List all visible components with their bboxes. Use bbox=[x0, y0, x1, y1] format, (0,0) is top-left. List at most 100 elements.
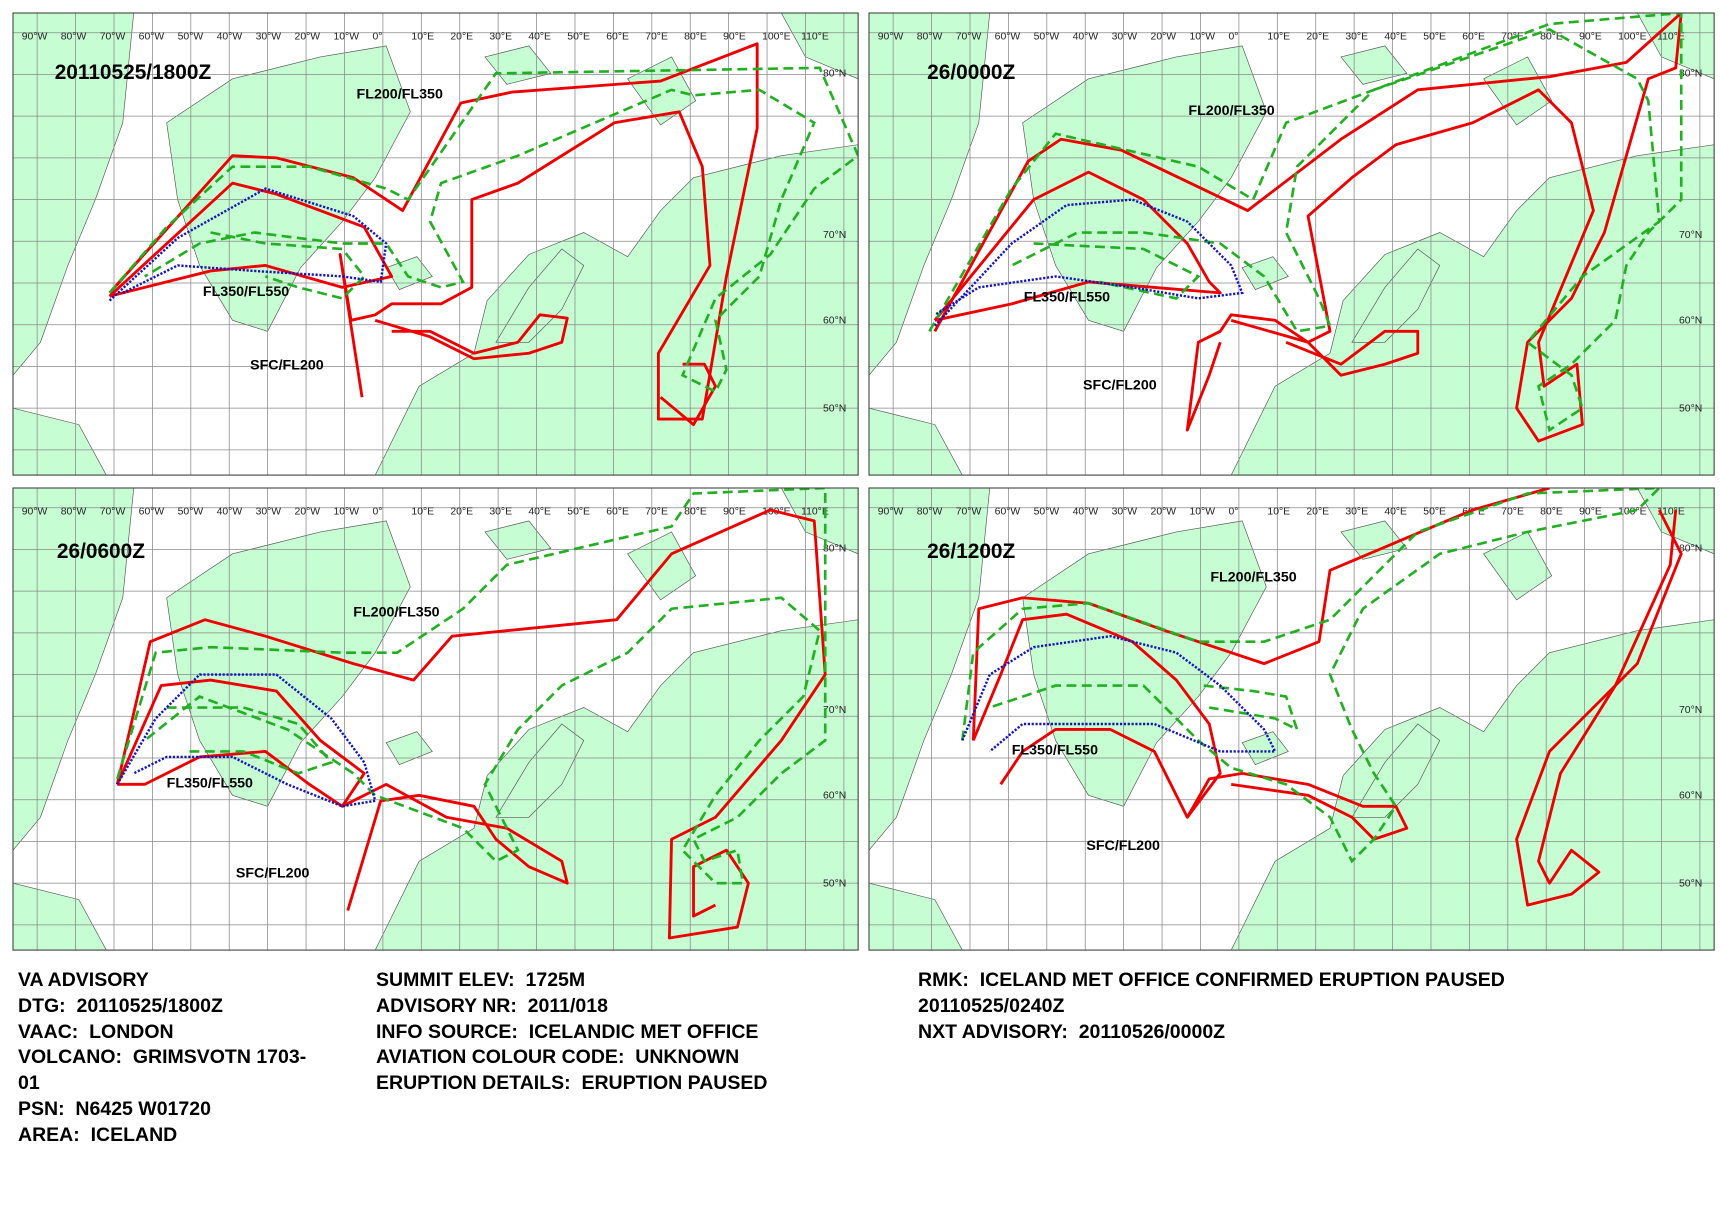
longitude-label: 40°W bbox=[1073, 31, 1099, 42]
latitude-label: 50°N bbox=[1679, 403, 1702, 414]
longitude-label: 70°W bbox=[100, 506, 126, 517]
ash-contour bbox=[374, 313, 569, 361]
layer-label: SFC/FL200 bbox=[1083, 377, 1157, 393]
ash-contour bbox=[116, 488, 827, 885]
ash-contour bbox=[933, 170, 1222, 322]
latitude-label: 80°N bbox=[823, 69, 846, 80]
ash-contour bbox=[1186, 771, 1409, 841]
longitude-label: 110°E bbox=[1657, 31, 1685, 42]
layer-label: FL200/FL350 bbox=[1188, 103, 1274, 119]
longitude-label: 10°E bbox=[411, 506, 434, 517]
longitude-label: 20°W bbox=[1151, 31, 1177, 42]
longitude-label: 50°E bbox=[567, 506, 590, 517]
longitude-label: 40°W bbox=[1073, 506, 1099, 517]
longitude-label: 40°W bbox=[217, 506, 243, 517]
layer-label: FL200/FL350 bbox=[357, 87, 443, 103]
longitude-label: 110°E bbox=[1657, 506, 1685, 517]
longitude-label: 10°W bbox=[333, 506, 359, 517]
longitude-label: 20°W bbox=[1151, 506, 1177, 517]
longitude-label: 90°W bbox=[22, 506, 48, 517]
ash-contour bbox=[115, 678, 366, 808]
graticule: 90°W 80°W 70°W 60°W 50°W 40°W 30°W 20°W 10°W 0° 10… bbox=[13, 13, 859, 476]
longitude-label: 70°W bbox=[956, 31, 982, 42]
advisory-line: VOLCANO: GRIMSVOTN 1703- bbox=[18, 1046, 307, 1069]
layer-label: FL350/FL550 bbox=[1024, 290, 1110, 306]
map-panel: 90°W 80°W 70°W 60°W 50°W 40°W 30°W 20°W 10°W 0° 10… bbox=[12, 487, 859, 951]
panel-frame bbox=[12, 12, 859, 476]
longitude-label: 50°E bbox=[1423, 31, 1446, 42]
longitude-label: 60°W bbox=[995, 31, 1021, 42]
longitude-label: 60°E bbox=[606, 31, 629, 42]
map-panels: 90°W 80°W 70°W 60°W 50°W 40°W 30°W 20°W 10°W 0° 10… bbox=[12, 12, 1715, 951]
longitude-label: 30°W bbox=[256, 31, 282, 42]
advisory-line: AVIATION COLOUR CODE: UNKNOWN bbox=[376, 1046, 740, 1069]
ash-contour bbox=[166, 706, 334, 775]
longitude-label: 10°W bbox=[333, 31, 359, 42]
longitude-label: 10°W bbox=[1189, 506, 1215, 517]
ash-contour bbox=[1033, 242, 1201, 300]
longitude-label: 100°E bbox=[762, 31, 791, 42]
graticule: 90°W 80°W 70°W 60°W 50°W 40°W 30°W 20°W 10°W 0° 10… bbox=[13, 488, 859, 951]
longitude-label: 60°W bbox=[139, 31, 165, 42]
layer-label: FL350/FL550 bbox=[167, 776, 253, 792]
latitude-label: 60°N bbox=[1679, 791, 1702, 802]
panel-frame bbox=[12, 487, 859, 951]
ash-contour bbox=[108, 181, 394, 298]
longitude-label: 80°W bbox=[61, 506, 87, 517]
longitude-label: 30°E bbox=[489, 31, 512, 42]
latitude-label: 80°N bbox=[1679, 544, 1702, 555]
longitude-label: 0° bbox=[372, 31, 382, 42]
longitude-label: 0° bbox=[372, 506, 382, 517]
longitude-label: 60°E bbox=[1462, 31, 1485, 42]
ash-contour bbox=[971, 612, 1222, 819]
longitude-label: 80°W bbox=[61, 31, 87, 42]
longitude-label: 60°E bbox=[606, 506, 629, 517]
longitude-label: 40°W bbox=[217, 31, 243, 42]
longitude-label: 0° bbox=[1228, 506, 1238, 517]
advisory-line: VAAC: LONDON bbox=[18, 1020, 174, 1043]
longitude-label: 10°E bbox=[1267, 31, 1290, 42]
longitude-label: 90°E bbox=[1579, 506, 1602, 517]
longitude-label: 30°W bbox=[256, 506, 282, 517]
ash-contour bbox=[1230, 318, 1420, 377]
longitude-label: 50°W bbox=[178, 31, 204, 42]
latitude-label: 70°N bbox=[1679, 230, 1702, 241]
longitude-label: 10°E bbox=[411, 31, 434, 42]
advisory-line: NXT ADVISORY: 20110526/0000Z bbox=[918, 1020, 1226, 1043]
longitude-label: 30°E bbox=[489, 506, 512, 517]
longitude-label: 20°E bbox=[450, 506, 473, 517]
longitude-label: 80°E bbox=[684, 506, 707, 517]
longitude-label: 10°E bbox=[1267, 506, 1290, 517]
longitude-label: 60°W bbox=[995, 506, 1021, 517]
layer-label: SFC/FL200 bbox=[1086, 838, 1160, 854]
advisory-line: DTG: 20110525/1800Z bbox=[18, 994, 223, 1017]
ash-contour bbox=[108, 66, 859, 394]
longitude-label: 100°E bbox=[1618, 31, 1647, 42]
longitude-label: 0° bbox=[1228, 31, 1238, 42]
latitude-label: 80°N bbox=[1679, 69, 1702, 80]
layer-label: FL350/FL550 bbox=[1012, 743, 1098, 759]
latitude-label: 50°N bbox=[1679, 878, 1702, 889]
longitude-label: 90°E bbox=[723, 506, 746, 517]
longitude-label: 50°W bbox=[178, 506, 204, 517]
ash-contour bbox=[960, 488, 1662, 864]
ash-contour bbox=[1515, 509, 1683, 907]
layer-label: SFC/FL200 bbox=[236, 866, 310, 882]
latitude-label: 50°N bbox=[823, 403, 846, 414]
panel-frame bbox=[868, 487, 1715, 951]
advisory-line: AREA: ICELAND bbox=[18, 1123, 178, 1146]
advisory-line: ERUPTION DETAILS: ERUPTION PAUSED bbox=[376, 1072, 768, 1095]
panel-title: 20110525/1800Z bbox=[55, 61, 212, 84]
latitude-label: 60°N bbox=[823, 316, 846, 327]
advisory-column: SUMMIT ELEV: 1725M ADVISORY NR: 2011/018 I… bbox=[376, 968, 767, 1097]
longitude-label: 80°W bbox=[917, 506, 943, 517]
ash-contour bbox=[928, 13, 1683, 433]
longitude-label: 20°E bbox=[450, 31, 473, 42]
ash-contour bbox=[210, 231, 366, 300]
panel-frame bbox=[868, 12, 1715, 476]
panel-title: 26/1200Z bbox=[927, 540, 1015, 563]
longitude-label: 50°W bbox=[1034, 31, 1060, 42]
ash-contour bbox=[108, 187, 388, 302]
advisory-line: 01 bbox=[18, 1072, 40, 1095]
